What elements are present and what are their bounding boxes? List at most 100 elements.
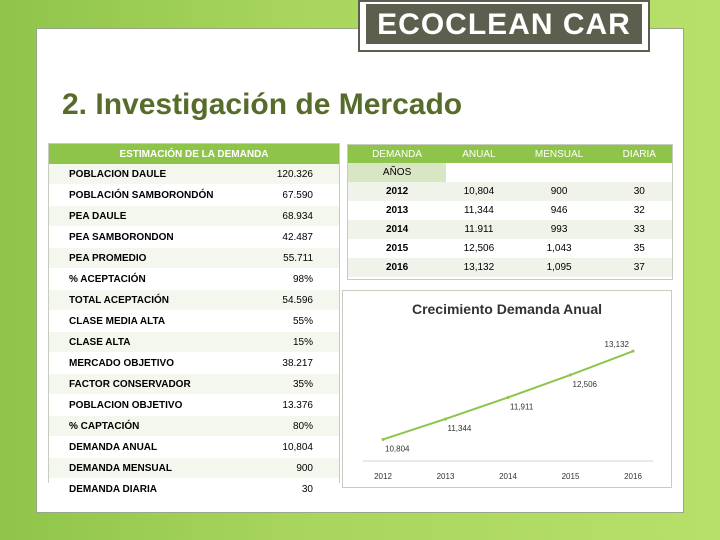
data-point xyxy=(569,373,572,377)
row-value: 38.217 xyxy=(259,352,339,374)
col-demanda: DEMANDA xyxy=(348,145,447,163)
table-row: DEMANDA DIARIA 30 xyxy=(49,478,339,500)
x-tick-label: 2012 xyxy=(374,472,392,481)
col-mensual: MENSUAL xyxy=(511,145,607,163)
cell-diaria: 37 xyxy=(606,258,672,277)
row-value: 900 xyxy=(259,457,339,479)
data-label: 11,911 xyxy=(510,402,534,411)
row-label: DEMANDA DIARIA xyxy=(49,478,260,500)
row-value: 67.590 xyxy=(259,184,339,206)
row-value: 55% xyxy=(259,310,339,332)
cell-mensual: 900 xyxy=(511,182,607,201)
table-row: FACTOR CONSERVADOR 35% xyxy=(49,373,339,395)
table-row: PEA PROMEDIO 55.711 xyxy=(49,247,339,269)
cell-mensual: 946 xyxy=(550,205,568,216)
x-tick-label: 2015 xyxy=(562,472,580,481)
cell-anual: 12,506 xyxy=(463,243,495,254)
table-row: CLASE ALTA 15% xyxy=(49,331,339,353)
row-label: POBLACION OBJETIVO xyxy=(49,394,260,416)
cell-anual: 11,344 xyxy=(463,205,494,216)
row-label: PEA PROMEDIO xyxy=(49,247,260,269)
table-row: 2014 11.911 993 33 xyxy=(348,220,672,239)
row-value: 55.711 xyxy=(259,247,339,269)
table-row: CLASE MEDIA ALTA 55% xyxy=(49,310,339,332)
logo: ECOCLEAN CAR xyxy=(358,0,650,52)
cell-diaria: 32 xyxy=(633,205,645,216)
table-row: PEA SAMBORONDON 42.487 xyxy=(49,226,339,248)
table-row: % ACEPTACIÓN 98% xyxy=(49,268,339,290)
x-tick-label: 2013 xyxy=(437,472,455,481)
row-label: POBLACIÓN SAMBORONDÓN xyxy=(49,184,260,206)
cell-year: 2015 xyxy=(385,243,409,254)
table-row: TOTAL ACEPTACIÓN 54.596 xyxy=(49,289,339,311)
data-point xyxy=(381,437,385,441)
demand-table: DEMANDA ANUAL MENSUAL DIARIA AÑOS 2012 10… xyxy=(347,144,673,280)
cell-mensual: 1,043 xyxy=(546,243,572,254)
table-row: 2015 12,506 1,043 35 xyxy=(348,239,672,258)
table-row: % CAPTACIÓN 80% xyxy=(49,415,339,437)
x-tick-label: 2016 xyxy=(624,472,642,481)
estimation-header: ESTIMACIÓN DE LA DEMANDA xyxy=(49,144,339,164)
cell-anual: 13,132 xyxy=(446,258,512,277)
cell-year: 2013 xyxy=(385,205,409,216)
anos-label: AÑOS xyxy=(348,163,447,182)
cell-diaria: 30 xyxy=(606,182,672,201)
series-line xyxy=(382,350,634,441)
logo-text: ECOCLEAN CAR xyxy=(366,4,642,44)
row-label: MERCADO OBJETIVO xyxy=(49,352,260,374)
row-label: FACTOR CONSERVADOR xyxy=(49,373,260,395)
x-tick-label: 2014 xyxy=(499,472,517,481)
row-label: CLASE ALTA xyxy=(49,331,260,353)
row-value: 80% xyxy=(259,415,339,437)
row-value: 42.487 xyxy=(259,226,339,248)
growth-chart: Crecimiento Demanda Anual 10,804 2012 11,3… xyxy=(342,290,672,488)
table-row: MERCADO OBJETIVO 38.217 xyxy=(49,352,339,374)
data-point xyxy=(506,395,510,399)
row-value: 30 xyxy=(259,478,339,500)
table-row: POBLACIÓN SAMBORONDÓN 67.590 xyxy=(49,184,339,206)
table-row: DEMANDA ANUAL 10,804 xyxy=(49,436,339,458)
row-value: 35% xyxy=(259,373,339,395)
row-value: 68.934 xyxy=(259,205,339,227)
table-row: POBLACION DAULE 120.326 xyxy=(49,164,339,185)
row-label: % ACEPTACIÓN xyxy=(49,268,260,290)
cell-mensual: 1,095 xyxy=(511,258,607,277)
table-row: 2013 11,344 946 32 xyxy=(348,201,672,220)
row-label: CLASE MEDIA ALTA xyxy=(49,310,260,332)
cell-diaria: 35 xyxy=(633,243,645,254)
row-label: POBLACION DAULE xyxy=(49,164,260,185)
chart-canvas: 10,804 2012 11,344 2013 11,911 2014 12,506 2015… xyxy=(363,340,653,481)
row-value: 15% xyxy=(259,331,339,353)
cell-year: 2014 xyxy=(348,220,447,239)
row-value: 10,804 xyxy=(259,436,339,458)
table-row: PEA DAULE 68.934 xyxy=(49,205,339,227)
row-label: TOTAL ACEPTACIÓN xyxy=(49,289,260,311)
data-label: 13,132 xyxy=(605,340,630,349)
estimation-table: ESTIMACIÓN DE LA DEMANDA POBLACION DAULE… xyxy=(48,143,340,500)
row-label: % CAPTACIÓN xyxy=(49,415,260,437)
row-value: 13.376 xyxy=(259,394,339,416)
data-label: 12,506 xyxy=(573,380,598,389)
table-row: 2012 10,804 900 30 xyxy=(348,182,672,201)
cell-anual: 11.911 xyxy=(446,220,512,239)
data-label: 11,344 xyxy=(448,424,472,433)
row-value: 54.596 xyxy=(259,289,339,311)
col-anual: ANUAL xyxy=(446,145,512,163)
row-label: PEA SAMBORONDON xyxy=(49,226,260,248)
row-value: 120.326 xyxy=(259,164,339,185)
page-title: 2. Investigación de Mercado xyxy=(62,88,463,121)
data-point xyxy=(631,349,635,353)
cell-anual: 10,804 xyxy=(446,182,512,201)
cell-mensual: 993 xyxy=(511,220,607,239)
chart-title: Crecimiento Demanda Anual xyxy=(411,301,603,317)
col-diaria: DIARIA xyxy=(606,145,672,163)
cell-year: 2016 xyxy=(348,258,447,277)
data-label: 10,804 xyxy=(385,444,410,453)
table-row: 2016 13,132 1,095 37 xyxy=(348,258,672,277)
row-value: 98% xyxy=(259,268,339,290)
table-row: POBLACION OBJETIVO 13.376 xyxy=(49,394,339,416)
cell-year: 2012 xyxy=(348,182,447,201)
row-label: PEA DAULE xyxy=(49,205,260,227)
table-row: DEMANDA MENSUAL 900 xyxy=(49,457,339,479)
data-point xyxy=(444,417,447,421)
